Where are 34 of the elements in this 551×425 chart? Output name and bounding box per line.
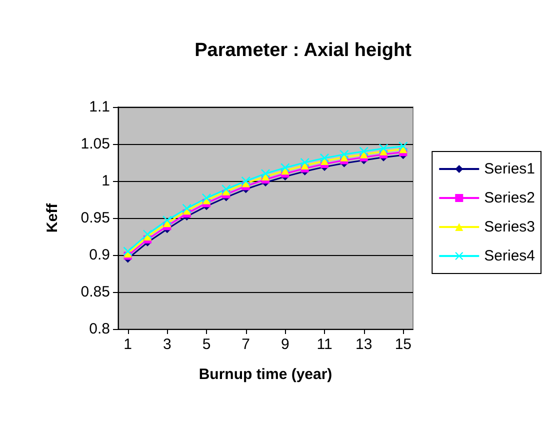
- point: [222, 184, 231, 194]
- point: [241, 176, 250, 186]
- y-tick-label: 0.9: [89, 246, 110, 264]
- x-axis-title: Burnup time (year): [198, 366, 332, 383]
- point: [182, 204, 192, 213]
- point: [262, 172, 270, 181]
- legend-label: Series4: [484, 248, 535, 264]
- y-tick-label: 0.95: [80, 210, 110, 226]
- y-tick-label: 1: [102, 172, 110, 190]
- x-tick-label: 9: [280, 336, 290, 353]
- x-tick-label: 7: [242, 336, 250, 353]
- y-tick-label: 0.8: [89, 320, 110, 338]
- point: [398, 142, 408, 151]
- y-axis-title: Keff: [44, 202, 61, 233]
- y-tick-label: 1.1: [89, 98, 110, 116]
- x-tick-label: 5: [202, 336, 211, 353]
- x-tick-label: 11: [316, 336, 332, 353]
- x-tick-label: 3: [162, 336, 172, 353]
- point: [359, 146, 368, 156]
- point: [340, 150, 349, 159]
- point: [143, 230, 152, 239]
- point: [123, 246, 132, 256]
- point: [300, 158, 310, 167]
- x-tick-label: 1: [124, 336, 132, 353]
- legend-label: Series3: [484, 218, 535, 236]
- x-tick-label: 15: [394, 336, 412, 353]
- point: [162, 216, 172, 225]
- point: [280, 163, 290, 172]
- y-tick-label: 0.85: [80, 284, 110, 300]
- legend-label: Series1: [484, 160, 535, 178]
- chart-title: Parameter : Axial height: [194, 40, 412, 61]
- y-tick-label: 1.05: [80, 136, 110, 152]
- legend-label: Series2: [484, 190, 535, 206]
- x-tick-label: 13: [355, 336, 372, 353]
